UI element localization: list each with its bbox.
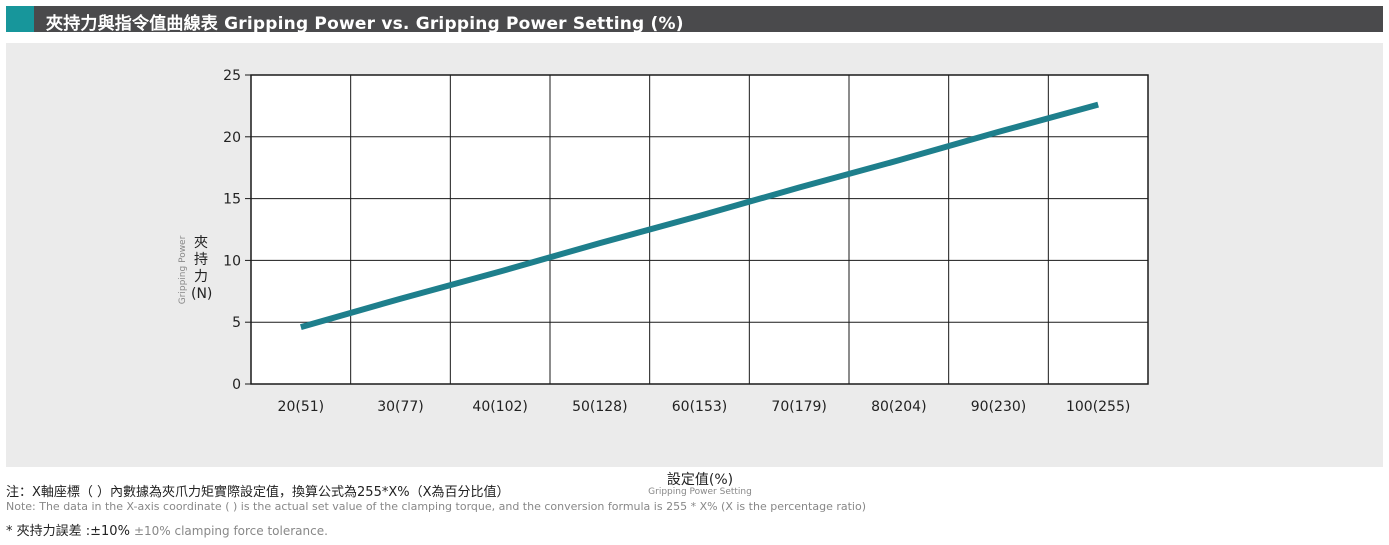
x-tick-label-1: 30(77) bbox=[377, 399, 424, 415]
x-axis-label-en: Gripping Power Setting bbox=[648, 487, 752, 497]
y-axis-label-en: Gripping Power bbox=[178, 235, 188, 305]
note-english: Note: The data in the X-axis coordinate … bbox=[6, 500, 866, 513]
y-tick-label-5: 5 bbox=[232, 315, 241, 331]
x-tick-label-7: 90(230) bbox=[971, 399, 1026, 415]
title-accent-block bbox=[6, 6, 34, 32]
plot-area bbox=[251, 75, 1148, 384]
x-tick-label-3: 50(128) bbox=[572, 399, 627, 415]
title-bar: 夾持力與指令值曲線表 Gripping Power vs. Gripping P… bbox=[6, 6, 1383, 34]
plot-border bbox=[250, 74, 1149, 385]
tolerance-zh: * 夾持力誤差 :±10% bbox=[6, 524, 130, 539]
x-axis-label-zh: 設定值(%) bbox=[666, 472, 734, 488]
chart-panel: 0 5 10 15 20 25 20(51) 30(77) 40(102) 50(128) 60(1… bbox=[6, 43, 1383, 497]
series-line-0 bbox=[300, 101, 1099, 331]
x-tick-label-2: 40(102) bbox=[472, 399, 527, 415]
y-tick-label-15: 15 bbox=[223, 192, 241, 208]
x-tick-label-6: 80(204) bbox=[871, 399, 926, 415]
x-tick-label-8: 100(255) bbox=[1066, 399, 1130, 415]
x-tick-label-0: 20(51) bbox=[278, 399, 325, 415]
tolerance-note: * 夾持力誤差 :±10% ±10% clamping force toleran… bbox=[6, 520, 328, 539]
y-tick-label-10: 10 bbox=[223, 253, 241, 269]
tolerance-en: ±10% clamping force tolerance. bbox=[133, 524, 328, 538]
x-tick-label-4: 60(153) bbox=[672, 399, 727, 415]
y-tick-label-25: 25 bbox=[223, 68, 241, 84]
y-tick-label-20: 20 bbox=[223, 130, 241, 146]
chart-title: 夾持力與指令值曲線表 Gripping Power vs. Gripping P… bbox=[46, 14, 684, 34]
line-chart: 0 5 10 15 20 25 20(51) 30(77) 40(102) 50(128) 60(1… bbox=[223, 68, 1149, 415]
y-tick-label-0: 0 bbox=[232, 377, 241, 393]
y-axis-label-zh: 夾持力(N) bbox=[191, 235, 213, 302]
note-chinese: 注：X軸座標（ ）內數據為夾爪力矩實際設定值，換算公式為255*X%（X為百分比… bbox=[6, 485, 510, 500]
x-tick-label-5: 70(179) bbox=[771, 399, 826, 415]
